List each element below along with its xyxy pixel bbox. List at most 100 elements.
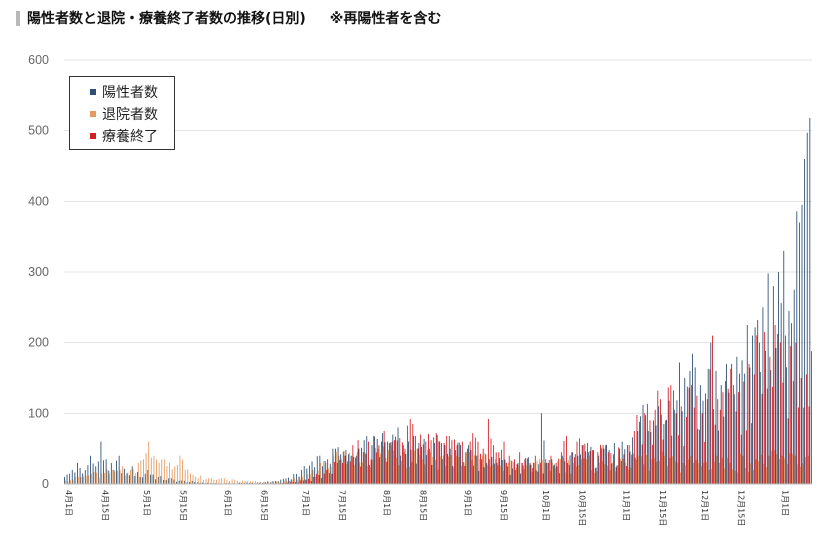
bar-discharged [200,475,202,484]
bar-recovered [295,481,296,484]
bar-positive [733,394,735,484]
bar-discharged [213,479,215,484]
bar-discharged [739,453,741,484]
x-tick-label: 6月15日 [259,490,268,521]
bar-discharged [338,455,340,484]
bar-discharged [440,456,442,484]
bar-discharged [169,462,170,484]
bar-positive [176,481,177,484]
bar-positive [551,459,553,484]
bar-discharged [575,466,577,484]
y-axis-ticks: 0 100 200 300 400 500 600 [28,53,49,491]
bar-positive [598,455,600,484]
bar-recovered [785,335,786,484]
bar-recovered [790,346,792,484]
bar-positive [587,452,589,484]
bar-recovered [287,482,289,484]
bar-positive [595,467,597,484]
bar-positive [452,465,454,484]
bar-recovered [811,351,812,484]
bar-recovered [769,356,771,484]
bar-recovered [362,452,364,484]
bar-recovered [386,461,388,484]
bar-discharged [328,468,329,484]
bar-positive [746,325,748,484]
bar-recovered [334,461,336,484]
bar-positive [77,462,78,484]
bar-positive [647,431,649,484]
bar-discharged [672,456,673,484]
bar-discharged [661,451,663,484]
bar-discharged [580,459,582,484]
bar-recovered [772,386,773,484]
bar-positive [509,474,511,484]
bar-discharged [424,464,426,484]
bar-discharged [494,459,496,484]
bar-discharged [520,462,522,484]
bar-positive [311,461,313,484]
bar-recovered [300,480,302,484]
y-tick-label: 400 [28,194,49,208]
bar-positive [715,370,717,484]
bar-recovered [808,406,810,484]
bar-recovered [792,381,794,484]
bar-discharged [734,470,736,484]
bar-discharged [570,473,572,484]
bar-discharged [578,465,580,484]
bar-positive [692,353,693,484]
bar-positive [142,477,144,484]
bar-positive [514,469,516,484]
bar-positive [548,460,550,484]
bar-positive [689,370,691,484]
bar-recovered [472,433,474,484]
bar-discharged [784,458,786,484]
bar-discharged [487,464,488,484]
bar-discharged [606,465,608,484]
bar-recovered [485,454,487,484]
bar-discharged [364,452,366,484]
bar-discharged [591,469,593,484]
bar-recovered [308,478,309,484]
bar-recovered [328,472,330,484]
bar-recovered [613,454,614,484]
bar-positive [684,378,686,484]
bar-discharged [252,481,254,484]
bar-discharged [234,479,236,484]
bar-positive [322,466,323,484]
bar-discharged [72,480,74,484]
bar-positive [754,327,756,484]
bar-positive [553,464,555,484]
bar-discharged [573,462,574,484]
bar-positive [123,468,125,484]
bar-discharged [596,471,598,484]
bar-positive [650,432,652,484]
bar-discharged [677,462,679,484]
bar-recovered [800,378,802,484]
bar-recovered [342,462,343,484]
x-tick-label: 10月15日 [577,490,586,526]
bar-recovered [798,407,799,484]
bar-discharged [361,462,363,484]
bar-discharged [687,459,689,484]
bar-positive [749,367,751,484]
bar-discharged [229,480,230,484]
bar-discharged [726,457,728,484]
bar-positive [720,385,722,484]
bar-discharged [442,455,444,484]
bar-discharged [393,450,395,484]
bar-recovered [550,455,552,484]
bar-positive [712,409,714,484]
bar-discharged [195,476,197,484]
bar-recovered [756,335,758,484]
bar-positive [718,430,720,484]
bar-discharged [348,452,350,484]
bar-positive [152,474,154,484]
bar-positive [327,459,329,484]
bar-discharged [630,467,632,484]
bar-recovered [706,399,708,484]
bar-recovered [777,333,779,484]
bar-discharged [343,451,345,484]
bar-discharged [77,476,79,484]
bar-recovered [490,438,492,484]
bar-recovered [620,461,622,484]
